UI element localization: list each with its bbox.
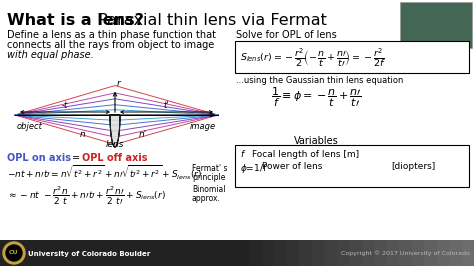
- Bar: [237, 240, 249, 266]
- Text: [diopters]: [diopters]: [391, 162, 435, 171]
- Text: approx.: approx.: [192, 194, 221, 203]
- Text: with equal phase.: with equal phase.: [7, 50, 94, 60]
- Circle shape: [6, 245, 22, 261]
- Text: Focal length of lens [m]: Focal length of lens [m]: [252, 150, 359, 159]
- Bar: [312, 240, 324, 266]
- Text: Binomial: Binomial: [192, 185, 226, 194]
- FancyBboxPatch shape: [235, 41, 469, 73]
- Bar: [300, 240, 312, 266]
- Bar: [249, 240, 262, 266]
- Bar: [287, 240, 300, 266]
- Text: Variables: Variables: [293, 136, 338, 146]
- Bar: [274, 240, 287, 266]
- FancyBboxPatch shape: [235, 145, 469, 187]
- Text: lens: lens: [106, 140, 124, 149]
- Text: OPL off axis: OPL off axis: [82, 153, 147, 163]
- Bar: [424, 240, 437, 266]
- Text: OPL on axis: OPL on axis: [7, 153, 71, 163]
- Text: $\approx-nt\ -\dfrac{r^2}{2}\dfrac{n}{t}+n\prime t\prime+\dfrac{r^2}{2}\dfrac{n\: $\approx-nt\ -\dfrac{r^2}{2}\dfrac{n}{t}…: [7, 185, 166, 207]
- Bar: [387, 240, 399, 266]
- Text: -t: -t: [62, 101, 68, 110]
- Bar: [262, 240, 274, 266]
- Polygon shape: [110, 115, 120, 147]
- Bar: [374, 240, 387, 266]
- Text: n': n': [139, 130, 147, 139]
- Bar: [349, 240, 362, 266]
- Text: $\dfrac{1}{f}\equiv\phi=-\dfrac{n}{t}+\dfrac{n\prime}{t\prime}$: $\dfrac{1}{f}\equiv\phi=-\dfrac{n}{t}+\d…: [271, 86, 362, 110]
- Bar: [462, 240, 474, 266]
- Text: principle: principle: [192, 173, 225, 182]
- Text: n: n: [80, 130, 86, 139]
- Bar: [399, 240, 411, 266]
- Text: $S_{lens}(r)=-\dfrac{r^2}{2}\!\left(\!-\dfrac{n}{t}+\dfrac{n\prime}{t\prime}\!\r: $S_{lens}(r)=-\dfrac{r^2}{2}\!\left(\!-\…: [240, 47, 386, 69]
- Text: r: r: [117, 79, 121, 88]
- Text: ...using the Gaussian thin lens equation: ...using the Gaussian thin lens equation: [236, 76, 403, 85]
- Text: Fermat' s: Fermat' s: [192, 164, 228, 173]
- Text: Solve for OPL of lens: Solve for OPL of lens: [236, 30, 337, 40]
- Text: connects all the rays from object to image: connects all the rays from object to ima…: [7, 40, 214, 50]
- Bar: [437, 240, 449, 266]
- Text: Define a lens as a thin phase function that: Define a lens as a thin phase function t…: [7, 30, 216, 40]
- Bar: [400, 2, 472, 48]
- Bar: [411, 240, 424, 266]
- Bar: [324, 240, 337, 266]
- Bar: [337, 240, 349, 266]
- Text: Power of lens: Power of lens: [262, 162, 322, 171]
- Text: Copyright © 2017 University of Colorado: Copyright © 2017 University of Colorado: [341, 250, 470, 256]
- Circle shape: [3, 242, 25, 264]
- Text: $-nt+n\prime t\prime=n\sqrt{t^2+r^2}+n\prime\sqrt{t\prime^2+r^2}+S_{lens}(r)$: $-nt+n\prime t\prime=n\sqrt{t^2+r^2}+n\p…: [7, 164, 202, 182]
- Text: Paraxial thin lens via Fermat: Paraxial thin lens via Fermat: [93, 13, 327, 28]
- Bar: [0, 240, 474, 266]
- Text: CU: CU: [9, 251, 19, 256]
- Text: University of Colorado Boulder: University of Colorado Boulder: [28, 251, 150, 257]
- Text: image: image: [190, 122, 216, 131]
- Bar: [449, 240, 462, 266]
- Bar: [362, 240, 374, 266]
- Text: =: =: [72, 153, 80, 163]
- Text: What is a lens?: What is a lens?: [7, 13, 144, 28]
- Text: t': t': [164, 101, 169, 110]
- Text: f: f: [240, 150, 243, 159]
- Text: object: object: [17, 122, 43, 131]
- Text: $\phi$=1/f: $\phi$=1/f: [240, 162, 268, 175]
